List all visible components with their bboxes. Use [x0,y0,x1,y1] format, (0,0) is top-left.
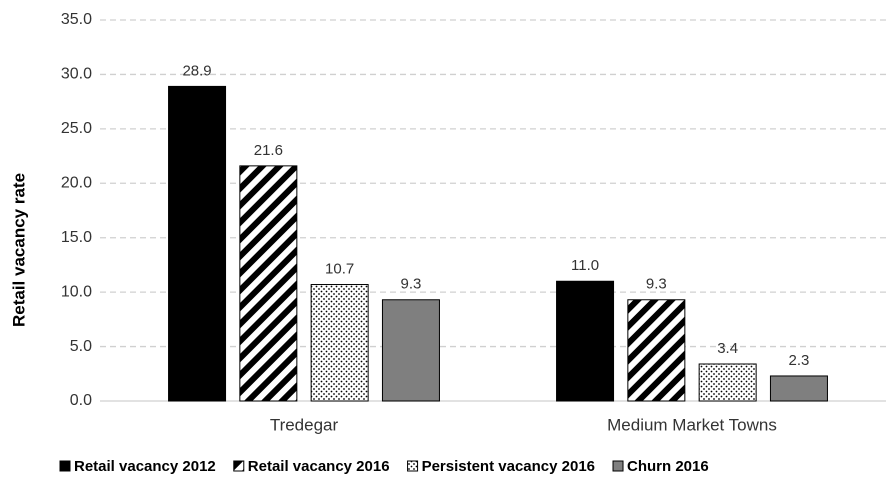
y-tick-label: 20.0 [61,175,92,192]
legend-label: Retail vacancy 2016 [248,458,390,475]
y-tick-label: 30.0 [61,66,92,83]
bar [168,85,227,402]
bar [239,165,298,402]
legend-label: Persistent vacancy 2016 [422,458,595,475]
legend-swatch [233,460,245,472]
bar [698,363,757,402]
y-tick-label: 5.0 [70,338,92,355]
data-label: 2.3 [789,352,810,369]
data-label: 28.9 [182,62,211,79]
legend-label: Churn 2016 [627,458,709,475]
legend-swatch [407,460,419,472]
y-tick-label: 0.0 [70,392,92,409]
x-tick-label: Medium Market Towns [607,415,777,434]
data-label: 11.0 [571,257,599,274]
data-label: 9.3 [401,276,422,293]
legend-label: Retail vacancy 2012 [74,458,216,475]
y-tick-label: 25.0 [61,120,92,137]
bar [556,280,615,402]
y-axis-label: Retail vacancy rate [9,173,28,327]
data-label: 3.4 [717,340,738,357]
bar [310,284,369,402]
bar [627,299,686,402]
y-tick-label: 10.0 [61,283,92,300]
bar [769,375,828,402]
y-tick-label: 15.0 [61,229,92,246]
bar [381,299,440,402]
legend-swatch [59,460,71,472]
data-label: 21.6 [254,142,283,159]
legend-swatch [612,460,624,472]
y-tick-label: 35.0 [61,11,92,28]
data-label: 10.7 [325,260,354,277]
data-label: 9.3 [646,276,667,293]
x-tick-label: Tredegar [270,415,339,434]
